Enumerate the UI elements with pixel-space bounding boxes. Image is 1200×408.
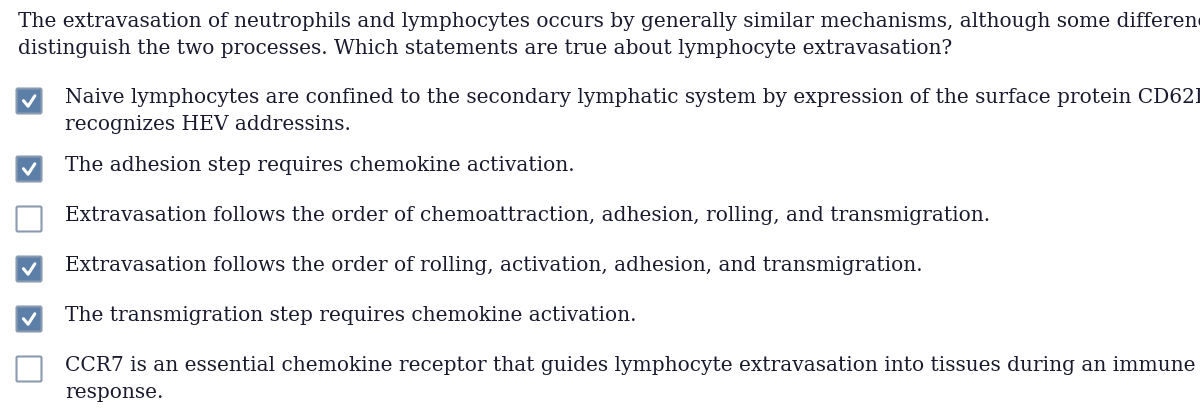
FancyBboxPatch shape (17, 89, 42, 113)
Text: The extravasation of neutrophils and lymphocytes occurs by generally similar mec: The extravasation of neutrophils and lym… (18, 12, 1200, 58)
Text: The transmigration step requires chemokine activation.: The transmigration step requires chemoki… (65, 306, 636, 325)
FancyBboxPatch shape (17, 357, 42, 381)
Text: Extravasation follows the order of rolling, activation, adhesion, and transmigra: Extravasation follows the order of rolli… (65, 256, 923, 275)
FancyBboxPatch shape (17, 306, 42, 331)
Text: The adhesion step requires chemokine activation.: The adhesion step requires chemokine act… (65, 156, 575, 175)
Text: Naive lymphocytes are confined to the secondary lymphatic system by expression o: Naive lymphocytes are confined to the se… (65, 88, 1200, 134)
FancyBboxPatch shape (17, 206, 42, 231)
Text: Extravasation follows the order of chemoattraction, adhesion, rolling, and trans: Extravasation follows the order of chemo… (65, 206, 990, 225)
Text: CCR7 is an essential chemokine receptor that guides lymphocyte extravasation int: CCR7 is an essential chemokine receptor … (65, 356, 1195, 402)
FancyBboxPatch shape (17, 257, 42, 282)
FancyBboxPatch shape (17, 157, 42, 182)
